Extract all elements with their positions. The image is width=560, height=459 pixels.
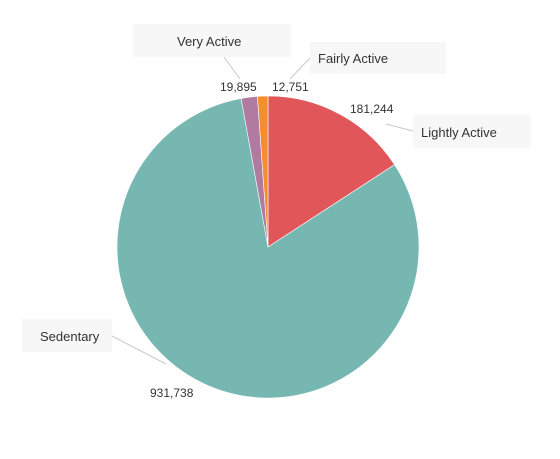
leader-line-very-active xyxy=(223,56,241,80)
pie-slice-sedentary[interactable] xyxy=(116,98,420,399)
pie-slice-fairly-active[interactable] xyxy=(257,95,269,248)
slice-value-sedentary: 931,738 xyxy=(150,386,194,400)
slice-label-sedentary: Sedentary xyxy=(40,329,100,344)
label-box-lightly-active xyxy=(413,115,531,148)
pie-slices xyxy=(116,95,420,399)
slice-label-fairly-active: Fairly Active xyxy=(318,51,388,66)
leader-line-lightly-active xyxy=(385,123,414,132)
slice-value-very-active: 19,895 xyxy=(220,80,257,94)
leader-line-sedentary xyxy=(111,335,167,365)
label-box-fairly-active xyxy=(310,42,446,74)
slice-labels: Lightly Active 181,244 Sedentary 931,738 Ver… xyxy=(22,24,531,400)
slice-value-fairly-active: 12,751 xyxy=(272,80,309,94)
slice-value-lightly-active: 181,244 xyxy=(350,102,394,116)
pie-slice-lightly-active[interactable] xyxy=(267,95,395,248)
label-box-very-active xyxy=(133,24,291,57)
leader-lines xyxy=(111,56,414,365)
slice-label-lightly-active: Lightly Active xyxy=(421,125,497,140)
label-box-sedentary xyxy=(22,319,112,352)
slice-label-very-active: Very Active xyxy=(177,34,241,49)
leader-line-fairly-active xyxy=(289,57,311,80)
